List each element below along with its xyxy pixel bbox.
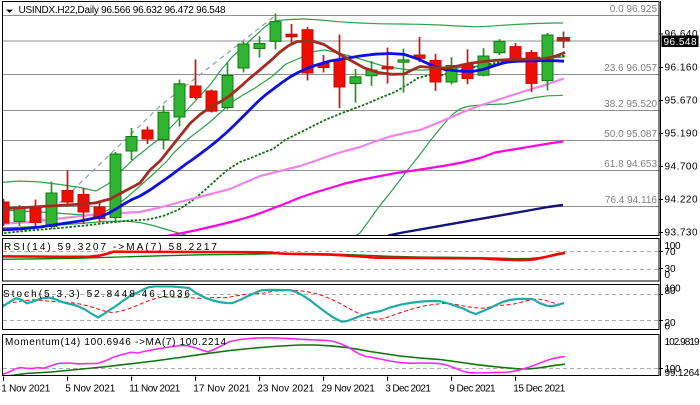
svg-text:23 Nov 2021: 23 Nov 2021 <box>257 383 314 394</box>
svg-text:61.8 94.653: 61.8 94.653 <box>604 159 657 170</box>
svg-text:0.0 96.925: 0.0 96.925 <box>610 4 658 15</box>
svg-text:30: 30 <box>665 264 676 275</box>
svg-text:Momentum(14) 100.6946 ->MA(7): Momentum(14) 100.6946 ->MA(7) 100.2214 <box>5 337 226 348</box>
svg-text:94.700: 94.700 <box>665 162 698 173</box>
svg-text:0: 0 <box>665 322 671 333</box>
svg-text:100: 100 <box>665 283 681 294</box>
svg-text:100: 100 <box>665 241 681 252</box>
svg-text:5 Nov 2021: 5 Nov 2021 <box>65 383 115 394</box>
svg-text:102.9819: 102.9819 <box>665 337 700 348</box>
svg-text:USINDX.H22,Daily 96.566 96.63: USINDX.H22,Daily 96.566 96.632 96.472 96… <box>19 5 226 16</box>
svg-text:96.160: 96.160 <box>665 63 698 74</box>
svg-text:17 Nov 2021: 17 Nov 2021 <box>193 383 250 394</box>
svg-text:0: 0 <box>665 270 671 281</box>
svg-text:29 Nov 2021: 29 Nov 2021 <box>321 383 375 394</box>
svg-text:50.0 95.087: 50.0 95.087 <box>604 129 657 140</box>
svg-text:38.2 95.520: 38.2 95.520 <box>604 99 657 110</box>
svg-text:3 Dec 2021: 3 Dec 2021 <box>385 383 431 394</box>
svg-text:Stoch(5,3,3) 52.8448 46.1036: Stoch(5,3,3) 52.8448 46.1036 <box>3 289 190 300</box>
svg-text:80: 80 <box>665 286 676 297</box>
svg-text:RSI(14) 59.3207 ->MA(7) 58.22: RSI(14) 59.3207 ->MA(7) 58.2217 <box>4 242 217 253</box>
svg-text:20: 20 <box>665 318 676 329</box>
svg-text:95.670: 95.670 <box>665 96 698 107</box>
svg-text:11 Nov 2021: 11 Nov 2021 <box>129 383 180 394</box>
svg-text:15 Dec 2021: 15 Dec 2021 <box>513 383 565 394</box>
svg-text:9 Dec 2021: 9 Dec 2021 <box>449 383 496 394</box>
svg-text:70: 70 <box>665 247 676 258</box>
svg-text:94.220: 94.220 <box>665 195 698 206</box>
svg-text:99.1264: 99.1264 <box>665 368 700 379</box>
svg-text:100: 100 <box>665 364 681 375</box>
svg-text:96.548: 96.548 <box>664 37 697 48</box>
svg-text:95.190: 95.190 <box>665 129 698 140</box>
svg-text:93.730: 93.730 <box>665 228 698 239</box>
svg-text:1 Nov 2021: 1 Nov 2021 <box>1 383 50 394</box>
svg-text:96.640: 96.640 <box>665 29 698 40</box>
svg-text:76.4 94.116: 76.4 94.116 <box>605 195 658 206</box>
svg-text:23.6 96.057: 23.6 96.057 <box>604 63 657 74</box>
